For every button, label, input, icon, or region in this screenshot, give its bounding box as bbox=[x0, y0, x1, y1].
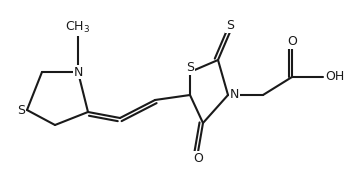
Text: O: O bbox=[193, 152, 203, 165]
Text: N: N bbox=[73, 65, 83, 78]
Text: S: S bbox=[226, 19, 234, 32]
Text: S: S bbox=[17, 104, 25, 117]
Text: CH$_3$: CH$_3$ bbox=[66, 20, 90, 35]
Text: O: O bbox=[287, 35, 297, 48]
Text: S: S bbox=[186, 61, 194, 74]
Text: OH: OH bbox=[325, 70, 344, 84]
Text: N: N bbox=[230, 89, 239, 101]
